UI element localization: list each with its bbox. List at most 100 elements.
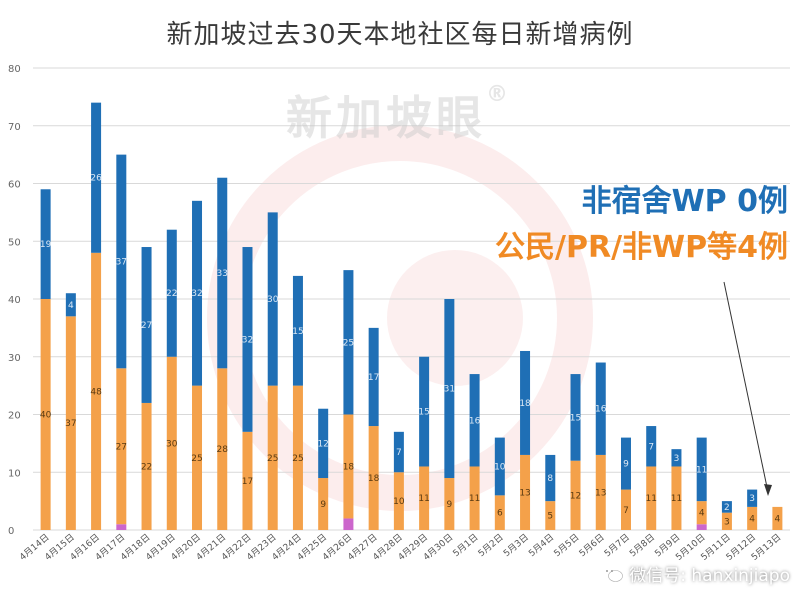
data-label: 15 — [418, 408, 429, 418]
bar-segment — [747, 489, 758, 507]
bar-segment — [696, 524, 707, 530]
x-tick-label: 5月8日 — [628, 532, 658, 559]
bar-segment — [520, 350, 531, 455]
data-label: 9 — [446, 500, 452, 510]
data-label: 15 — [570, 413, 581, 423]
data-label: 7 — [623, 506, 629, 516]
data-label: 5 — [547, 512, 553, 522]
bar-segment — [545, 501, 556, 530]
data-label: 6 — [497, 509, 503, 519]
annotation-non-dorm-wp: 非宿舍WP 0例 — [581, 184, 788, 219]
data-label: 10 — [494, 462, 506, 472]
bar-segment — [116, 154, 127, 369]
bar-segment — [217, 177, 228, 369]
data-label: 16 — [469, 416, 481, 426]
data-label: 37 — [116, 257, 127, 267]
bar-segment — [141, 247, 152, 403]
bar-segment — [192, 200, 203, 386]
bar-segment — [267, 385, 278, 530]
y-tick-label: 80 — [8, 64, 21, 75]
data-label: 3 — [749, 494, 755, 504]
bar-segment — [671, 449, 682, 467]
wechat-id: 微信号: hanxinjiapo — [601, 561, 790, 586]
data-label: 13 — [519, 488, 530, 498]
data-label: 4 — [775, 514, 781, 524]
bar-segment — [772, 506, 783, 530]
data-label: 11 — [469, 494, 480, 504]
data-label: 18 — [368, 474, 380, 484]
data-label: 12 — [317, 439, 328, 449]
bar-segment — [520, 454, 531, 530]
data-label: 22 — [141, 462, 152, 472]
y-tick-label: 50 — [8, 237, 21, 248]
bar-segment — [570, 374, 581, 461]
data-label: 11 — [671, 494, 682, 504]
bar-segment — [65, 293, 76, 317]
bar-segment — [393, 431, 404, 473]
data-label: 27 — [141, 321, 152, 331]
bar-segment — [620, 489, 631, 530]
annotation-arrow — [723, 281, 772, 496]
data-label: 4 — [749, 514, 755, 524]
bar-segment — [696, 501, 707, 525]
data-label: 11 — [418, 494, 429, 504]
bar-segment — [620, 437, 631, 490]
data-label: 32 — [191, 289, 202, 299]
bar-segment — [318, 408, 329, 479]
bar-segment — [217, 368, 228, 530]
x-tick-label: 5月3日 — [501, 532, 531, 559]
y-tick-label: 60 — [8, 180, 21, 191]
data-label: 11 — [645, 494, 656, 504]
bar-segment — [646, 426, 657, 467]
y-tick-label: 0 — [8, 526, 14, 537]
data-label: 25 — [267, 454, 278, 464]
bar-segment — [343, 518, 354, 530]
bar-segment — [444, 299, 455, 479]
bar-segment — [646, 466, 657, 530]
bar-segment — [469, 466, 480, 530]
bar-segment — [721, 501, 732, 513]
data-label: 17 — [368, 373, 379, 383]
data-label: 25 — [343, 338, 354, 348]
data-label: 19 — [40, 240, 52, 250]
bar-segment — [192, 385, 203, 530]
bar-segment — [595, 454, 606, 530]
data-label: 27 — [116, 442, 127, 452]
bar-segment — [545, 454, 556, 502]
data-label: 4 — [68, 301, 74, 311]
bar-segment — [671, 466, 682, 530]
bar-segment — [40, 189, 51, 299]
data-label: 7 — [648, 442, 654, 452]
annotation-citizen-pr: 公民/PR/非WP等4例 — [495, 230, 788, 265]
x-tick-label: 5月5日 — [552, 532, 582, 559]
data-label: 25 — [191, 454, 202, 464]
bar-segment — [267, 212, 278, 386]
data-label: 9 — [320, 500, 326, 510]
data-label: 33 — [217, 269, 228, 279]
data-label: 4 — [699, 509, 705, 519]
chart-title: 新加坡过去30天本地社区每日新增病例 — [166, 20, 634, 50]
data-label: 3 — [674, 454, 680, 464]
data-label: 15 — [292, 327, 303, 337]
data-label: 48 — [90, 387, 102, 397]
data-label: 18 — [519, 399, 531, 409]
bar-segment — [166, 229, 177, 357]
data-label: 32 — [242, 335, 253, 345]
x-tick-label: 5月7日 — [602, 532, 632, 559]
bar-segment — [166, 356, 177, 530]
watermark-text: 新加坡眼® — [286, 82, 512, 145]
data-label: 3 — [724, 517, 730, 527]
y-tick-label: 70 — [8, 122, 21, 133]
data-label: 40 — [40, 411, 52, 421]
x-tick-label: 5月6日 — [577, 532, 607, 559]
x-tick-label: 5月4日 — [527, 532, 557, 559]
bar-segment — [570, 460, 581, 530]
data-label: 10 — [393, 497, 405, 507]
data-label: 9 — [623, 460, 629, 470]
bar-segment — [292, 385, 303, 530]
bar-segment — [494, 495, 505, 530]
data-label: 11 — [696, 465, 707, 475]
bar-segment — [595, 362, 606, 455]
bar-segment — [368, 327, 379, 427]
